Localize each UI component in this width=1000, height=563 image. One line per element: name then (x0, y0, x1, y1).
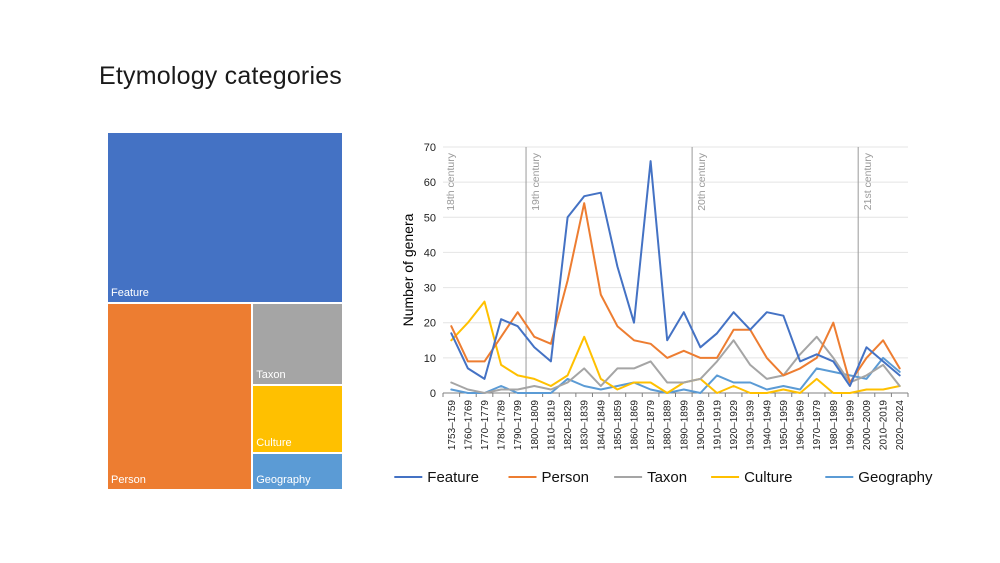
legend-label-feature: Feature (427, 469, 479, 486)
line-chart-svg: 0 10 20 30 40 50 60 70 Number of genera 1753–1759… (394, 142, 933, 486)
treemap-label-geography: Geography (256, 473, 311, 486)
legend-label-person: Person (542, 469, 590, 486)
treemap-tile-person: Person (107, 303, 253, 490)
y-tick-label-50: 50 (424, 212, 436, 224)
x-tick-label-1850-1859: 1850–1859 (613, 400, 624, 450)
y-tick-label-0: 0 (430, 388, 436, 400)
x-tick-label-1880-1889: 1880–1889 (663, 400, 674, 450)
series-line-person (450, 202, 901, 384)
x-tick-label-1940-1949: 1940–1949 (762, 400, 773, 450)
series-line-culture (450, 300, 901, 394)
y-tick-label-40: 40 (424, 247, 436, 259)
x-tick-label-1890-1899: 1890–1899 (679, 400, 690, 450)
treemap-label-person: Person (111, 473, 146, 486)
treemap-tile-culture: Culture (252, 385, 343, 454)
y-tick-label-70: 70 (424, 142, 436, 154)
x-tick-label-1970-1979: 1970–1979 (812, 400, 823, 450)
treemap-label-taxon: Taxon (256, 369, 286, 382)
y-tick-label-20: 20 (424, 318, 436, 330)
x-tick-label-1930-1939: 1930–1939 (746, 400, 757, 450)
slide-title: Etymology categories (99, 62, 343, 90)
x-tick-label-1820-1829: 1820–1829 (563, 400, 574, 450)
x-tick-label-1800-1809: 1800–1809 (530, 400, 541, 450)
century-label-20th-century: 20th century (696, 152, 708, 211)
x-tick-label-1950-1959: 1950–1959 (779, 400, 790, 450)
century-label-18th-century: 18th century (445, 152, 457, 211)
series-line-taxon (450, 335, 901, 394)
legend-label-geography: Geography (858, 469, 933, 486)
x-tick-label-1990-1999: 1990–1999 (845, 400, 856, 450)
x-tick-label-2000-2009: 2000–2009 (862, 400, 873, 450)
century-label-21st-century: 21st century (862, 152, 874, 210)
y-tick-label-10: 10 (424, 353, 436, 365)
treemap-tile-taxon: Taxon (252, 303, 343, 386)
x-tick-label-1860-1869: 1860–1869 (629, 400, 640, 450)
century-label-19th-century: 19th century (530, 152, 542, 211)
x-tick-label-1830-1839: 1830–1839 (580, 400, 591, 450)
x-tick-label-1920-1929: 1920–1929 (729, 400, 740, 450)
x-tick-label-1980-1989: 1980–1989 (829, 400, 840, 450)
x-tick-label-1910-1919: 1910–1919 (713, 400, 724, 450)
legend-label-taxon: Taxon (647, 469, 687, 486)
x-tick-label-1840-1849: 1840–1849 (596, 400, 607, 450)
genera-line-chart: 0 10 20 30 40 50 60 70 Number of genera 1753–1759… (394, 135, 933, 495)
x-tick-label-1960-1969: 1960–1969 (796, 400, 807, 450)
y-tick-label-60: 60 (424, 177, 436, 189)
x-tick-label-1780-1789: 1780–1789 (497, 400, 508, 450)
series-line-geography (450, 356, 901, 394)
y-tick-label-30: 30 (424, 283, 436, 295)
treemap-tile-feature: Feature (107, 132, 343, 304)
x-tick-label-1760-1769: 1760–1769 (463, 400, 474, 450)
y-axis-title: Number of genera (400, 213, 416, 326)
x-tick-label-1770-1779: 1770–1779 (480, 400, 491, 450)
legend-label-culture: Culture (744, 469, 792, 486)
x-tick-label-1790-1799: 1790–1799 (513, 400, 524, 450)
treemap-tile-geography: Geography (252, 453, 343, 490)
x-tick-label-1900-1909: 1900–1909 (696, 400, 707, 450)
series-line-feature (450, 160, 901, 387)
treemap-label-feature: Feature (111, 287, 149, 300)
x-tick-label-1753-1759: 1753–1759 (447, 400, 458, 450)
x-tick-label-2020-2024: 2020–2024 (895, 400, 906, 450)
x-tick-label-1870-1879: 1870–1879 (646, 400, 657, 450)
etymology-treemap: Feature Person Taxon Culture Geography (107, 132, 343, 490)
treemap-label-culture: Culture (256, 437, 292, 450)
x-tick-label-2010-2019: 2010–2019 (879, 400, 890, 450)
x-tick-label-1810-1819: 1810–1819 (546, 400, 557, 450)
